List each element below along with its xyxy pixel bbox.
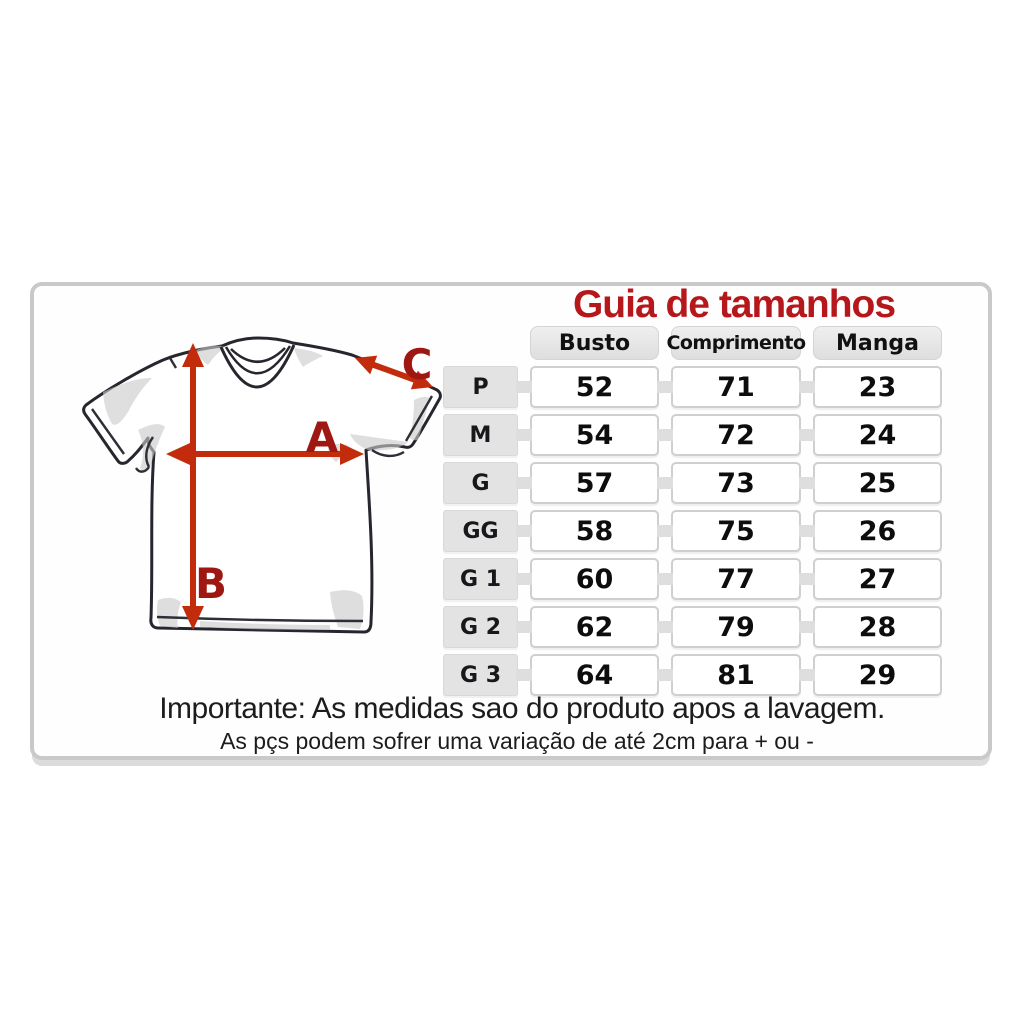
important-note: Importante: As medidas sao do produto ap… <box>159 692 885 725</box>
size-label: G 1 <box>443 558 518 600</box>
tshirt-measurement-diagram: A B C <box>82 336 442 634</box>
page-title: Guia de tamanhos <box>572 283 896 326</box>
measurement-arrows <box>166 343 433 630</box>
busto-value: 64 <box>516 654 659 696</box>
size-label: M <box>443 414 518 456</box>
manga-value: 23 <box>799 366 942 408</box>
sleeve-arrow <box>355 355 433 390</box>
size-label: G <box>443 462 518 504</box>
comprimento-value: 71 <box>657 366 801 408</box>
width-label: A <box>306 413 339 462</box>
sleeve-label: C <box>402 340 433 389</box>
variation-note: As pçs podem sofrer uma variação de até … <box>220 728 814 754</box>
length-arrow <box>182 343 204 630</box>
width-arrow <box>166 443 364 465</box>
busto-value: 62 <box>516 606 659 648</box>
manga-value: 29 <box>799 654 942 696</box>
busto-value: 58 <box>516 510 659 552</box>
size-label: G 2 <box>443 606 518 648</box>
comprimento-value: 72 <box>657 414 801 456</box>
busto-value: 52 <box>516 366 659 408</box>
manga-value: 24 <box>799 414 942 456</box>
manga-value: 25 <box>799 462 942 504</box>
comprimento-value: 81 <box>657 654 801 696</box>
column-header-comprimento: Comprimento <box>666 326 806 360</box>
busto-value: 60 <box>516 558 659 600</box>
tshirt-outline <box>82 336 442 634</box>
comprimento-value: 73 <box>657 462 801 504</box>
size-label: G 3 <box>443 654 518 696</box>
size-table: Busto Comprimento Manga P 52 71 23 M 54 … <box>443 326 942 696</box>
busto-value: 57 <box>516 462 659 504</box>
column-header-manga: Manga <box>813 326 942 360</box>
comprimento-value: 77 <box>657 558 801 600</box>
size-label: GG <box>443 510 518 552</box>
comprimento-value: 75 <box>657 510 801 552</box>
comprimento-value: 79 <box>657 606 801 648</box>
size-label: P <box>443 366 518 408</box>
manga-value: 27 <box>799 558 942 600</box>
tshirt-detail-lines <box>91 357 434 623</box>
manga-value: 28 <box>799 606 942 648</box>
manga-value: 26 <box>799 510 942 552</box>
table-corner-spacer <box>443 326 518 360</box>
busto-value: 54 <box>516 414 659 456</box>
length-label: B <box>195 559 227 608</box>
measurement-letters: A B C <box>195 340 432 608</box>
column-header-busto: Busto <box>530 326 659 360</box>
